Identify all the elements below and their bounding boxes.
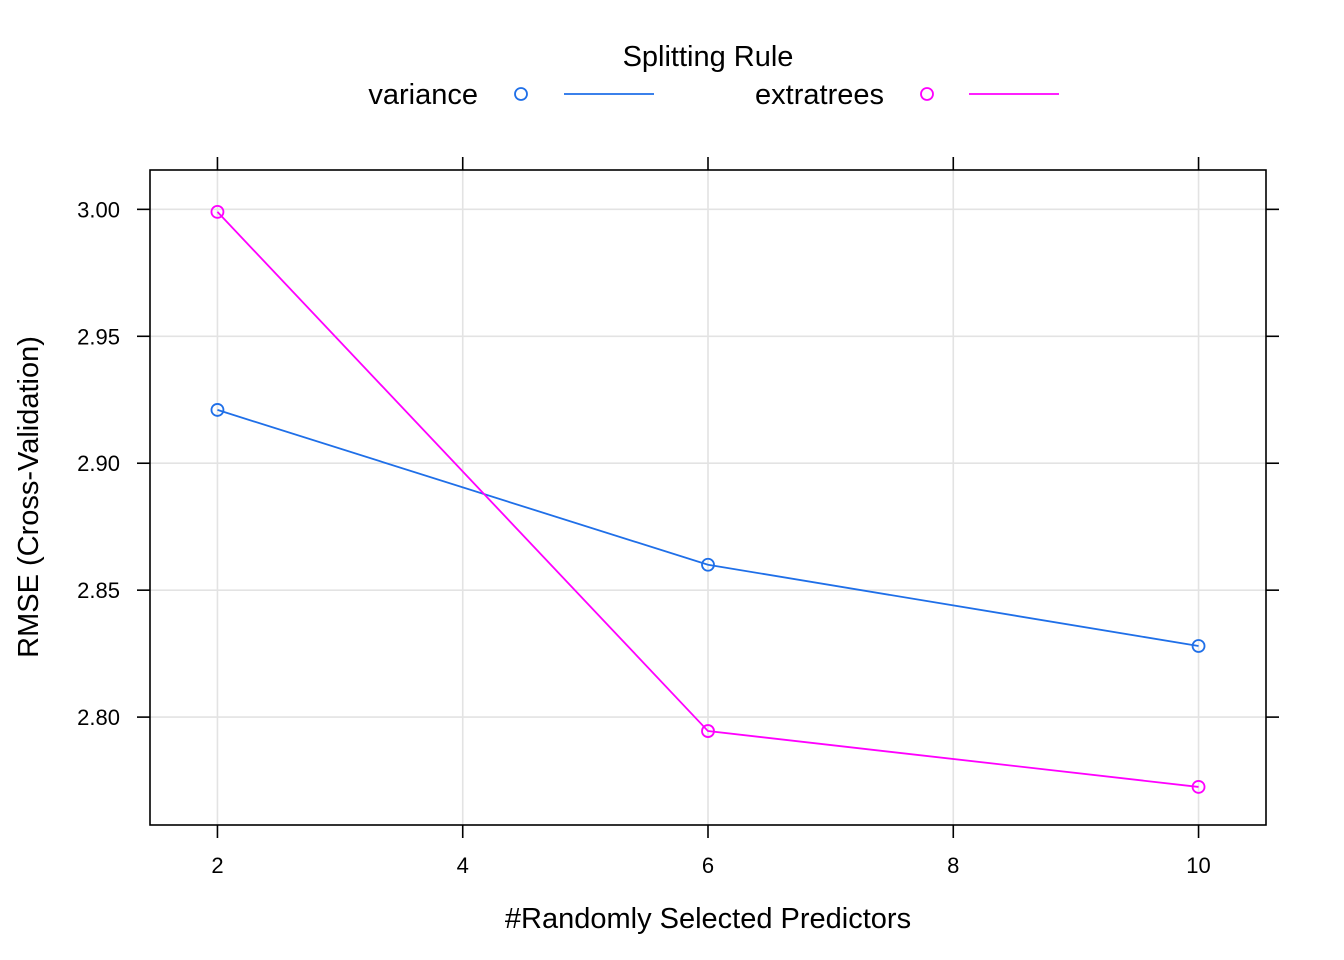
y-tick-label: 2.90 [77,451,120,476]
data-point-extratrees [210,204,225,219]
legend-title: Splitting Rule [623,41,794,73]
axis-ticks [137,157,1279,838]
y-axis-title: RMSE (Cross-Validation) [13,336,45,658]
legend-items: variance extratrees [368,79,1059,111]
legend-item-extratrees: extratrees [755,79,1059,111]
legend-label: extratrees [755,79,884,111]
legend-item-variance: variance [368,79,654,111]
legend: Splitting Rule variance extratrees [368,41,1059,111]
data-point-extratrees [701,724,715,738]
x-axis-title: #Randomly Selected Predictors [505,903,911,935]
x-tick-label: 2 [211,853,223,878]
y-tick-label: 3.00 [77,197,120,222]
legend-marker [514,87,528,101]
data-point-extratrees [1191,780,1206,794]
y-tick-label: 2.80 [77,705,120,730]
series-points [210,204,1206,794]
y-tick-label: 2.85 [77,578,120,603]
data-point-variance [210,403,225,417]
y-tick-label: 2.95 [77,324,120,349]
legend-marker [920,87,934,101]
grid [150,170,1266,825]
x-tick-label: 4 [457,853,469,878]
x-tick-label: 6 [702,853,714,878]
x-tick-label: 8 [947,853,959,878]
axis-tick-labels: 2 4 6 8 10 2.80 2.85 2.90 2.95 3.00 [77,197,1211,878]
data-point-variance [1191,639,1206,653]
series-line-extratrees [216,211,1199,788]
series-lines [216,211,1199,788]
data-point-variance [701,557,715,572]
x-tick-label: 10 [1186,853,1210,878]
series-line-variance [217,409,1199,647]
legend-label: variance [368,79,478,111]
